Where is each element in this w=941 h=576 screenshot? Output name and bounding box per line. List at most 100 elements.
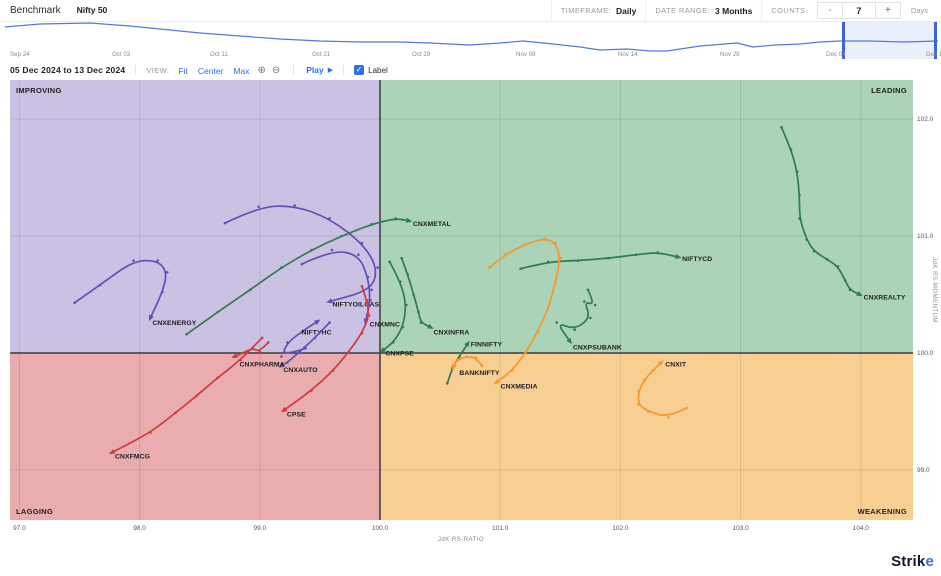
- sector-label-FINNIFTY[interactable]: FINNIFTY: [471, 342, 503, 349]
- sector-label-CNXMETAL[interactable]: CNXMETAL: [413, 221, 451, 228]
- label-checkbox-text: Label: [368, 65, 388, 75]
- sector-label-BANKNIFTY[interactable]: BANKNIFTY: [459, 370, 500, 377]
- sector-label-CNXMEDIA[interactable]: CNXMEDIA: [501, 383, 538, 390]
- play-button[interactable]: Play: [306, 65, 324, 75]
- sector-trail-CNXIT[interactable]: CNXIT: [637, 359, 688, 419]
- label-checkbox[interactable]: ✓: [354, 65, 365, 75]
- counts-decrement-button[interactable]: -: [816, 2, 843, 19]
- timeline-strip[interactable]: Sep 24 Oct 03 Oct 11 Oct 21 Oct 29 Nov 08 Nov …: [0, 22, 941, 61]
- trail-line: [400, 257, 432, 329]
- date-range-select[interactable]: 3 Months: [715, 5, 753, 16]
- trail-point: [313, 336, 317, 340]
- sector-label-CPSE[interactable]: CPSE: [287, 411, 306, 418]
- trail-point: [367, 314, 371, 317]
- trail-arrowhead-icon: [108, 448, 116, 455]
- zoom-in-icon[interactable]: ⊕: [257, 64, 266, 76]
- sector-label-CNXPSUBANK[interactable]: CNXPSUBANK: [573, 344, 622, 351]
- x-tick-label: 102.0: [612, 525, 629, 532]
- sector-label-NIFTYCD[interactable]: NIFTYCD: [682, 256, 712, 263]
- sector-label-CNXIT[interactable]: CNXIT: [665, 361, 687, 368]
- trail-point: [239, 358, 242, 362]
- sector-label-CNXPHARMA[interactable]: CNXPHARMA: [240, 362, 285, 369]
- trail-point: [406, 273, 409, 276]
- selection-right-handle[interactable]: [934, 22, 937, 59]
- sector-label-CNXAUTO[interactable]: CNXAUTO: [283, 367, 317, 374]
- sector-trail-CNXINFRA[interactable]: CNXINFRA: [400, 256, 469, 336]
- trail-point: [357, 253, 360, 257]
- sector-label-CNXENERGY[interactable]: CNXENERGY: [152, 320, 196, 327]
- trail-point: [554, 281, 557, 285]
- sector-label-CNXPSE[interactable]: CNXPSE: [385, 351, 414, 358]
- trail-point: [559, 256, 562, 260]
- trail-point: [646, 410, 650, 413]
- sector-label-NIFTYOILGAS[interactable]: NIFTYOILGAS: [333, 302, 380, 309]
- sector-label-CNXREALTY[interactable]: CNXREALTY: [864, 295, 906, 302]
- trail-line: [637, 361, 688, 416]
- sector-label-NIFTYHC[interactable]: NIFTYHC: [301, 329, 331, 336]
- timeframe-select[interactable]: Daily: [616, 5, 637, 16]
- sector-trail-CNXFMCG[interactable]: CNXFMCG: [108, 336, 264, 460]
- trail-arrowhead-icon: [451, 363, 457, 371]
- trail-point: [328, 321, 331, 324]
- sector-trail-CNXMETAL[interactable]: CNXMETAL: [185, 217, 451, 336]
- trail-line: [780, 126, 861, 296]
- benchmark-select[interactable]: Nifty 50: [76, 5, 108, 15]
- timeframe-label: TIMEFRAME:: [560, 6, 612, 15]
- trail-point: [293, 204, 296, 207]
- sector-trail-CNXENERGY[interactable]: CNXENERGY: [73, 259, 197, 327]
- trail-point: [554, 241, 557, 245]
- zoom-out-icon[interactable]: ⊖: [271, 64, 281, 76]
- sector-trail-CNXAUTO[interactable]: CNXAUTO: [278, 321, 331, 374]
- rrg-chart[interactable]: IMPROVING LEADING LAGGING WEAKENING 97.0 98.0…: [0, 80, 941, 576]
- play-icon[interactable]: ▶: [327, 67, 334, 74]
- trail-point: [400, 256, 403, 260]
- trail-point: [789, 148, 793, 151]
- sector-trail-CNXREALTY[interactable]: CNXREALTY: [780, 125, 906, 302]
- view-center-button[interactable]: Center: [197, 66, 224, 76]
- trail-point: [583, 300, 586, 303]
- timeline-sparkline[interactable]: Sep 24 Oct 03 Oct 11 Oct 21 Oct 29 Nov 08 Nov …: [0, 22, 941, 59]
- trail-point: [586, 288, 590, 292]
- sector-trail-CNXPSE[interactable]: CNXPSE: [379, 260, 415, 358]
- timeline-date: Oct 29: [412, 51, 431, 58]
- sector-trail-CNXPSUBANK[interactable]: CNXPSUBANK: [555, 288, 622, 352]
- trail-point: [546, 307, 550, 310]
- sector-trail-CPSE[interactable]: CPSE: [280, 285, 371, 418]
- counts-increment-button[interactable]: +: [874, 2, 901, 19]
- quadrant-lagging: [10, 353, 380, 520]
- trail-point: [98, 283, 102, 287]
- trail-point: [812, 249, 816, 253]
- trail-line: [111, 336, 264, 454]
- strike-logo: Strike: [891, 553, 934, 570]
- trail-point: [446, 382, 449, 385]
- y-tick-label: 102.0: [917, 116, 934, 123]
- counts-group: COUNTS: - 7 + Days: [761, 0, 937, 21]
- sector-trail-CNXMEDIA[interactable]: CNXMEDIA: [488, 237, 562, 390]
- trail-arrowhead-icon: [657, 359, 664, 366]
- sector-label-CNXFMCG[interactable]: CNXFMCG: [115, 453, 150, 460]
- quadrant-label-weakening: WEAKENING: [858, 507, 907, 516]
- trail-point: [260, 336, 264, 340]
- trail-arrowhead-icon: [464, 340, 470, 348]
- sector-trail-NIFTYOILGAS[interactable]: NIFTYOILGAS: [223, 204, 380, 309]
- sector-trail-NIFTYCD[interactable]: NIFTYCD: [519, 251, 712, 271]
- sector-label-CNXINFRA[interactable]: CNXINFRA: [433, 329, 469, 336]
- trail-point: [149, 431, 152, 434]
- sector-trail-BANKNIFTY[interactable]: BANKNIFTY: [451, 355, 500, 377]
- trail-arrowhead-icon: [278, 362, 285, 368]
- trail-line: [185, 218, 410, 336]
- strike-logo-text: Strik: [891, 553, 926, 570]
- trail-point: [419, 321, 423, 324]
- trail-arrowhead-icon: [427, 323, 434, 329]
- sector-trail-NIFTYHC[interactable]: NIFTYHC: [280, 319, 332, 358]
- trail-arrowhead-icon: [566, 337, 572, 345]
- view-fit-button[interactable]: Fit: [178, 66, 188, 76]
- trail-arrowhead-icon: [675, 253, 682, 260]
- view-max-button[interactable]: Max: [233, 66, 250, 76]
- trail-point: [298, 350, 301, 354]
- selection-left-handle[interactable]: [842, 22, 845, 59]
- y-axis-title: JdK RS-MOMENTUM: [931, 257, 937, 323]
- trail-point: [331, 369, 335, 372]
- trail-point: [805, 238, 809, 241]
- sector-label-CNXMNC[interactable]: CNXMNC: [370, 321, 400, 328]
